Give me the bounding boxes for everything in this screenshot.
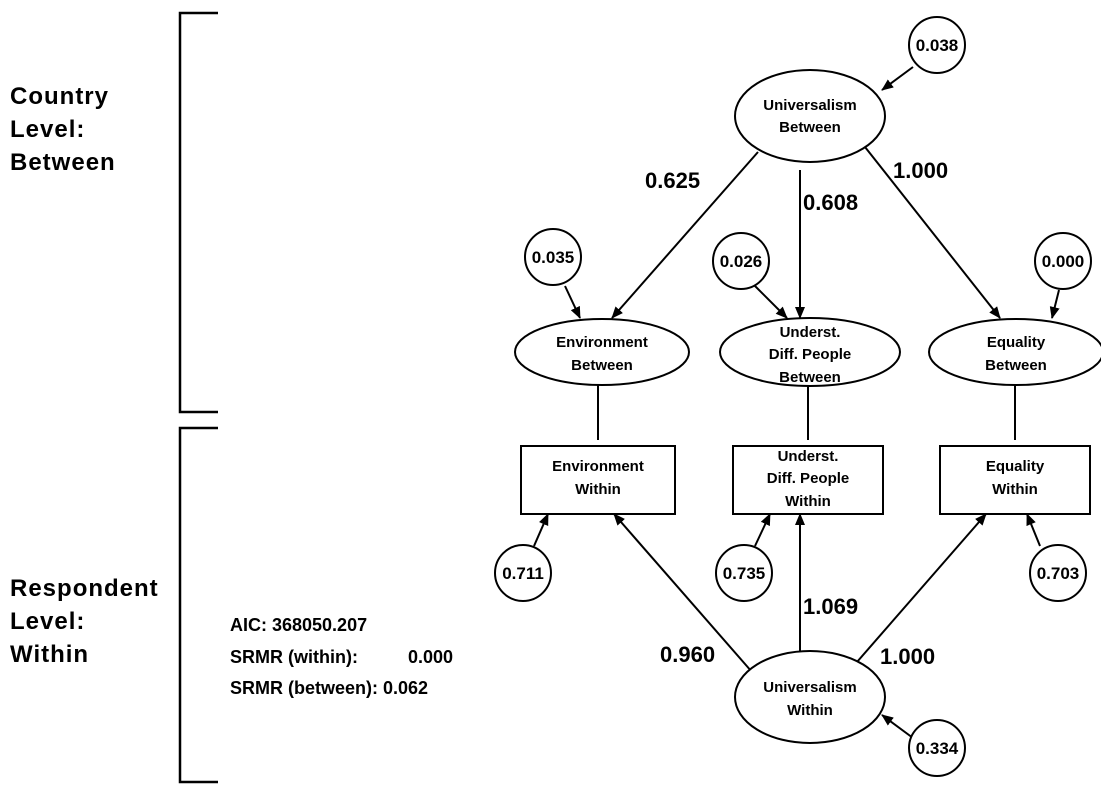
svg-text:Level:: Level: [10, 116, 85, 143]
loading-arrow-within-eq [849, 513, 987, 671]
svg-text:0.000: 0.000 [1042, 252, 1085, 271]
latent-equality-between: Equality Between [928, 318, 1101, 386]
svg-text:0.334: 0.334 [916, 739, 959, 758]
residual-eq-within: 0.703 [1029, 544, 1087, 602]
svg-text:Equality: Equality [987, 334, 1046, 351]
between-level-bracket [178, 11, 218, 414]
residual-arrow-env-within [533, 513, 549, 547]
svg-text:Diff. People: Diff. People [769, 346, 852, 363]
svg-text:0.735: 0.735 [723, 564, 766, 583]
residual-univ-within: 0.334 [908, 719, 966, 777]
loading-arrow-within-env [613, 513, 753, 673]
svg-text:Between: Between [10, 149, 116, 176]
latent-understanding-between: Underst. Diff. People Between [719, 317, 901, 387]
srmr-within-value: 0.000 [408, 647, 453, 667]
svg-text:Within: Within [787, 702, 833, 719]
within-level-bracket [178, 426, 218, 784]
svg-text:Between: Between [571, 357, 633, 374]
residual-arrow-und-within [754, 513, 771, 547]
svg-text:Environment: Environment [556, 334, 648, 351]
residual-univ-between: 0.038 [908, 16, 966, 74]
svg-text:Between: Between [985, 357, 1047, 374]
svg-text:Within: Within [10, 641, 89, 668]
residual-arrow-univ-within [881, 714, 914, 739]
between-level-label: Country Level: Between [10, 83, 116, 176]
svg-text:Environment: Environment [552, 458, 644, 475]
svg-text:0.038: 0.038 [916, 36, 959, 55]
svg-text:Between: Between [779, 119, 841, 136]
svg-text:Level:: Level: [10, 608, 85, 635]
loading-arrow-between-env [611, 151, 759, 319]
loading-between-env: 0.625 [645, 168, 700, 193]
observed-understanding-within: Underst. Diff. People Within [732, 445, 884, 515]
fit-statistics: AIC: 368050.207 SRMR (within): 0.000 SRM… [230, 615, 453, 698]
loading-between-und: 0.608 [803, 190, 858, 215]
residual-env-between: 0.035 [524, 228, 582, 286]
residual-env-within: 0.711 [494, 544, 552, 602]
latent-universalism-between: Universalism Between [734, 69, 886, 163]
latent-environment-between: Environment Between [514, 318, 690, 386]
residual-und-within: 0.735 [715, 544, 773, 602]
loading-arrow-between-eq [864, 146, 1001, 319]
loading-within-env: 0.960 [660, 642, 715, 667]
svg-text:Universalism: Universalism [763, 679, 856, 696]
svg-text:Respondent: Respondent [10, 575, 159, 602]
srmr-within-label: SRMR (within): [230, 647, 358, 667]
svg-text:Underst.: Underst. [778, 448, 839, 465]
svg-text:0.035: 0.035 [532, 248, 575, 267]
loading-within-und: 1.069 [803, 594, 858, 619]
latent-universalism-within: Universalism Within [734, 650, 886, 744]
svg-text:Within: Within [992, 481, 1038, 498]
residual-arrow-univ-between [881, 66, 914, 91]
loading-between-eq: 1.000 [893, 158, 948, 183]
svg-text:Diff. People: Diff. People [767, 470, 850, 487]
residual-eq-between: 0.000 [1034, 232, 1092, 290]
observed-equality-within: Equality Within [939, 445, 1091, 515]
svg-text:Within: Within [575, 481, 621, 498]
svg-text:0.711: 0.711 [502, 564, 544, 583]
svg-text:Equality: Equality [986, 458, 1045, 475]
svg-text:Universalism: Universalism [763, 97, 856, 114]
residual-arrow-und-between [754, 285, 788, 319]
svg-text:Underst.: Underst. [780, 324, 841, 341]
observed-environment-within: Environment Within [520, 445, 676, 515]
svg-text:Between: Between [779, 369, 841, 386]
aic-value: AIC: 368050.207 [230, 615, 367, 635]
residual-arrow-eq-between [1049, 289, 1060, 319]
loading-within-eq: 1.000 [880, 644, 935, 669]
svg-text:0.026: 0.026 [720, 252, 763, 271]
within-level-label: Respondent Level: Within [10, 575, 159, 668]
svg-text:Within: Within [785, 493, 831, 510]
residual-und-between: 0.026 [712, 232, 770, 290]
srmr-between-value: SRMR (between): 0.062 [230, 678, 428, 698]
svg-text:Country: Country [10, 83, 109, 110]
svg-text:0.703: 0.703 [1037, 564, 1080, 583]
residual-arrow-eq-within [1026, 513, 1041, 547]
residual-arrow-env-between [564, 285, 581, 319]
